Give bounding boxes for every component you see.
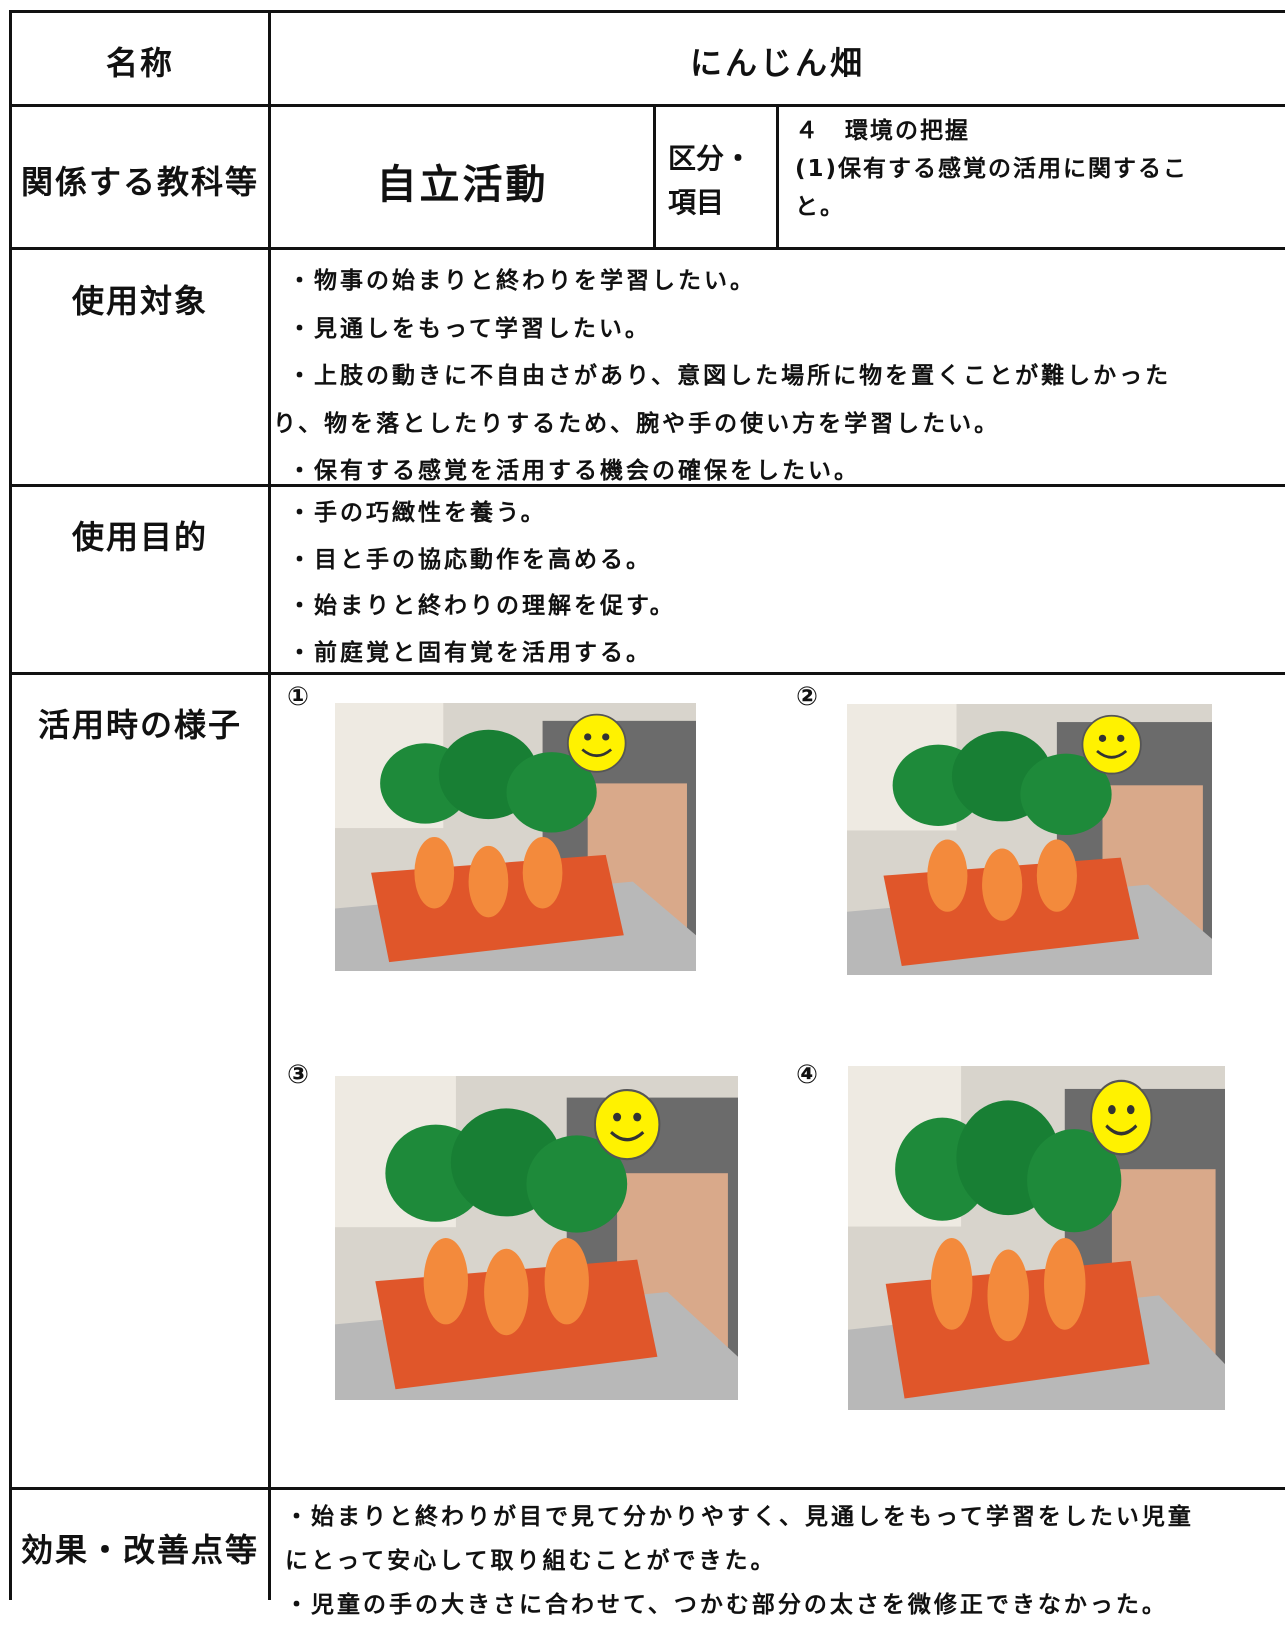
photo [848,1066,1225,1410]
row-line [10,484,1285,487]
photo-number: ① [287,682,310,712]
category-label: 区分・ 項目 [668,137,752,225]
row-line [10,104,1285,107]
text: ・見通しをもって学習したい。 [288,315,651,342]
row-label: 使用目的 [71,518,208,556]
row-label: 活用時の様子 [37,706,242,744]
row-label: 使用対象 [71,282,208,320]
photo [335,703,696,971]
text: ・物事の始まりと終わりを学習したい。 [288,268,756,294]
photo-number: ② [796,682,819,712]
tool-name: にんじん畑 [689,44,865,82]
row-line [10,1487,1285,1490]
text: ・上肢の動きに不自由さがあり、意図した場所に物を置くことが難しかった [288,363,1172,389]
photo-number: ④ [796,1060,819,1090]
photo [847,704,1212,975]
category: ４ 環境の把握 (1)保有する感覚の活用に関するこ と。 [795,112,1188,226]
row-label: 名称 [105,44,174,82]
text: ・始まりと終わりの理解を促す。 [288,593,676,619]
text: ・保有する感覚を活用する機会の確保をしたい。 [288,458,860,484]
photo-number: ③ [287,1060,310,1090]
text: にとって安心して取り組むことができた。 [285,1548,777,1574]
col-line [268,10,271,1600]
row-line [10,672,1285,675]
text: (1)保有する感覚の活用に関するこ [795,156,1189,182]
table-border [10,10,1285,13]
target-list: ・物事の始まりと終わりを学習したい。 ・見通しをもって学習したい。 ・上肢の動き… [273,258,1172,496]
text: ・手の巧緻性を養う。 [288,500,547,526]
text: 項目 [668,186,725,219]
text: ・前庭覚と固有覚を活用する。 [288,639,652,666]
subject: 自立活動 [376,162,549,208]
col-line [653,104,656,249]
text: ・始まりと終わりが目で見て分かりやすく、見通しをもって学習をしたい児童 [285,1504,1194,1530]
text: り、物を落としたりするため、腕や手の使い方を学習したい。 [273,410,1001,437]
row-line [10,247,1285,250]
text: 区分・ [668,142,753,175]
text: ４ 環境の把握 [795,118,970,144]
text: と。 [795,194,845,220]
row-label: 効果・改善点等 [20,1531,259,1569]
photo [335,1076,738,1400]
text: ・目と手の協応動作を高める。 [288,546,652,573]
col-line [776,104,779,249]
row-label: 関係する教科等 [20,163,259,201]
table-border [9,10,12,1600]
effects-list: ・始まりと終わりが目で見て分かりやすく、見通しをもって学習をしたい児童 にとって… [285,1495,1194,1627]
text: ・児童の手の大きさに合わせて、つかむ部分の太さを微修正できなかった。 [285,1592,1168,1618]
purpose-list: ・手の巧緻性を養う。 ・目と手の協応動作を高める。 ・始まりと終わりの理解を促す… [288,490,676,676]
